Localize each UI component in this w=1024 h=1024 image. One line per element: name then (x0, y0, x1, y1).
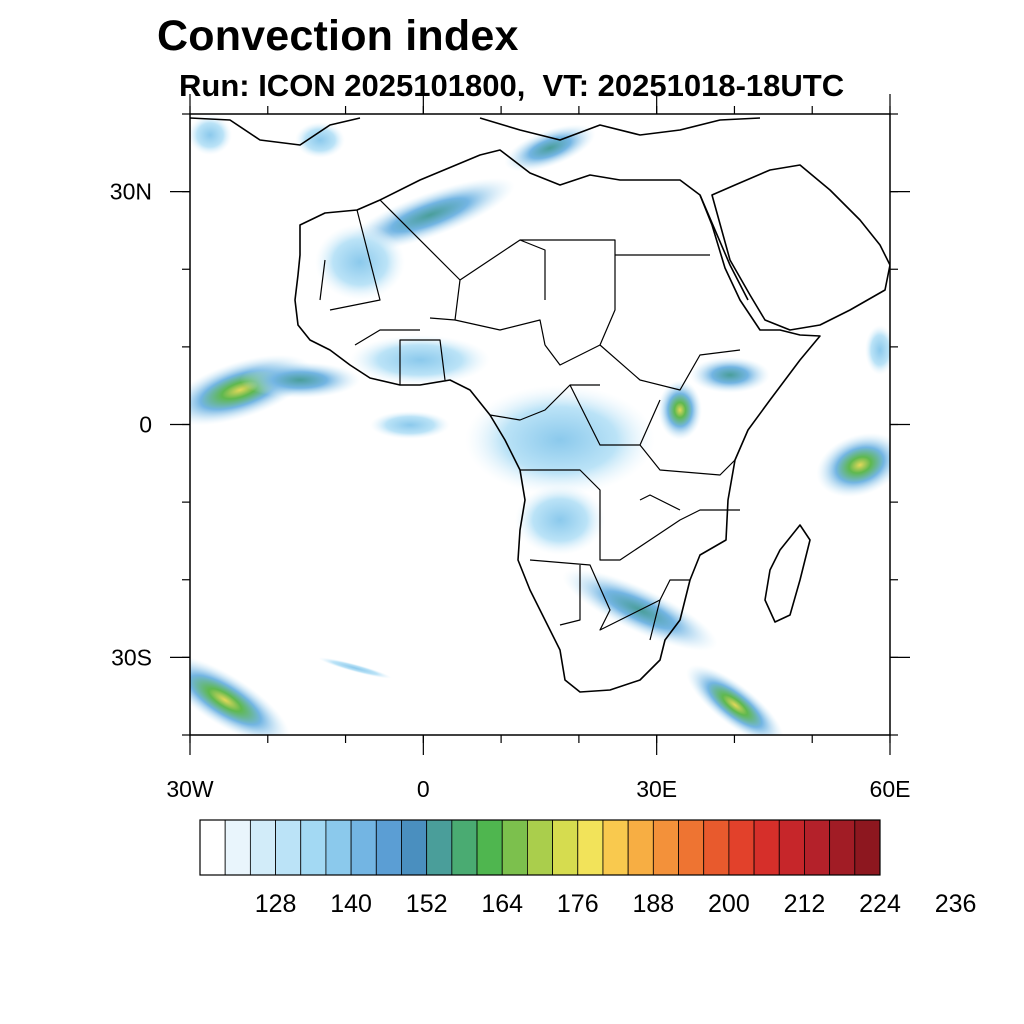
field-gulf-guinea (370, 411, 450, 439)
colorbar-label: 128 (255, 890, 297, 918)
arabia-coast (711, 164, 890, 331)
x-tick-label: 60E (870, 776, 911, 802)
colorbar (199, 819, 881, 876)
madagascar-coast (764, 524, 811, 623)
borders (319, 199, 741, 641)
x-tick-label: 0 (417, 776, 430, 802)
colorbar-box (249, 819, 276, 876)
colorbar-labels: 128 140 152 164 176 188 200 212 224 236 (255, 890, 977, 918)
field-ethiopia (690, 357, 770, 393)
x-tick-label: 30E (636, 776, 677, 802)
field-iberia-2 (295, 122, 345, 158)
colorbar-box (501, 819, 528, 876)
field-mediterranean (504, 124, 596, 172)
colorbar-box (199, 819, 226, 876)
field-angola (515, 485, 605, 555)
colorbar-box (778, 819, 805, 876)
field-indian-ocean-north (865, 325, 890, 375)
colorbar-box (476, 819, 503, 876)
colorbar-box (602, 819, 629, 876)
colorbar-box (804, 819, 831, 876)
coastlines (190, 117, 890, 693)
map-subtitle: Run: ICON 2025101800, VT: 20251018-18UTC (179, 68, 845, 103)
colorbar-box (325, 819, 352, 876)
europe-coast (190, 117, 761, 146)
colorbar-box (552, 819, 579, 876)
colorbar-box (224, 819, 251, 876)
colorbar-box (678, 819, 705, 876)
field-southeast-ocean (686, 664, 784, 735)
field-iberia (190, 115, 232, 155)
colorbar-label: 236 (935, 890, 977, 918)
colorbar-box (703, 819, 730, 876)
colorbar-box (401, 819, 428, 876)
field-mauritania (315, 224, 405, 300)
colorbar-label: 140 (330, 890, 372, 918)
colorbar-box (350, 819, 377, 876)
field-lake-victoria (658, 380, 702, 440)
colorbar-box (627, 819, 654, 876)
red-sea-left (699, 194, 749, 301)
field-south-atlantic-streak (318, 657, 392, 679)
colorbar-box (426, 819, 453, 876)
field-southwest-ocean (190, 654, 290, 735)
field-atlantic-itcz-tail (240, 362, 360, 398)
colorbar-label: 212 (784, 890, 826, 918)
colorbar-label: 188 (632, 890, 674, 918)
colorbar-box (652, 819, 679, 876)
y-tick-label: 30N (110, 179, 152, 205)
field-west-africa (350, 335, 490, 385)
y-tick-label: 30S (111, 644, 152, 670)
colorbar-box (275, 819, 302, 876)
colorbar-label: 200 (708, 890, 750, 918)
colorbar-label: 176 (557, 890, 599, 918)
colorbar-label: 224 (859, 890, 901, 918)
axis-tick-labels: 30W 0 30E 60E 30N 0 30S (110, 179, 911, 802)
convection-fields (190, 115, 890, 735)
africa-coast (294, 149, 821, 693)
colorbar-box (753, 819, 780, 876)
field-indian-ocean (816, 432, 890, 498)
x-tick-label: 30W (166, 776, 214, 802)
colorbar-label: 152 (406, 890, 448, 918)
colorbar-box (577, 819, 604, 876)
colorbar-box (728, 819, 755, 876)
colorbar-label: 164 (481, 890, 523, 918)
field-central-africa (465, 385, 655, 495)
colorbar-frame (199, 819, 881, 876)
colorbar-box (527, 819, 553, 876)
map-title: Convection index (157, 12, 519, 60)
colorbar-box (451, 819, 478, 876)
y-tick-label: 0 (139, 412, 152, 438)
axis-ticks (170, 94, 910, 755)
colorbar-box (854, 819, 881, 876)
colorbar-box (829, 819, 856, 876)
colorbar-box (375, 819, 402, 876)
colorbar-box (300, 819, 327, 876)
